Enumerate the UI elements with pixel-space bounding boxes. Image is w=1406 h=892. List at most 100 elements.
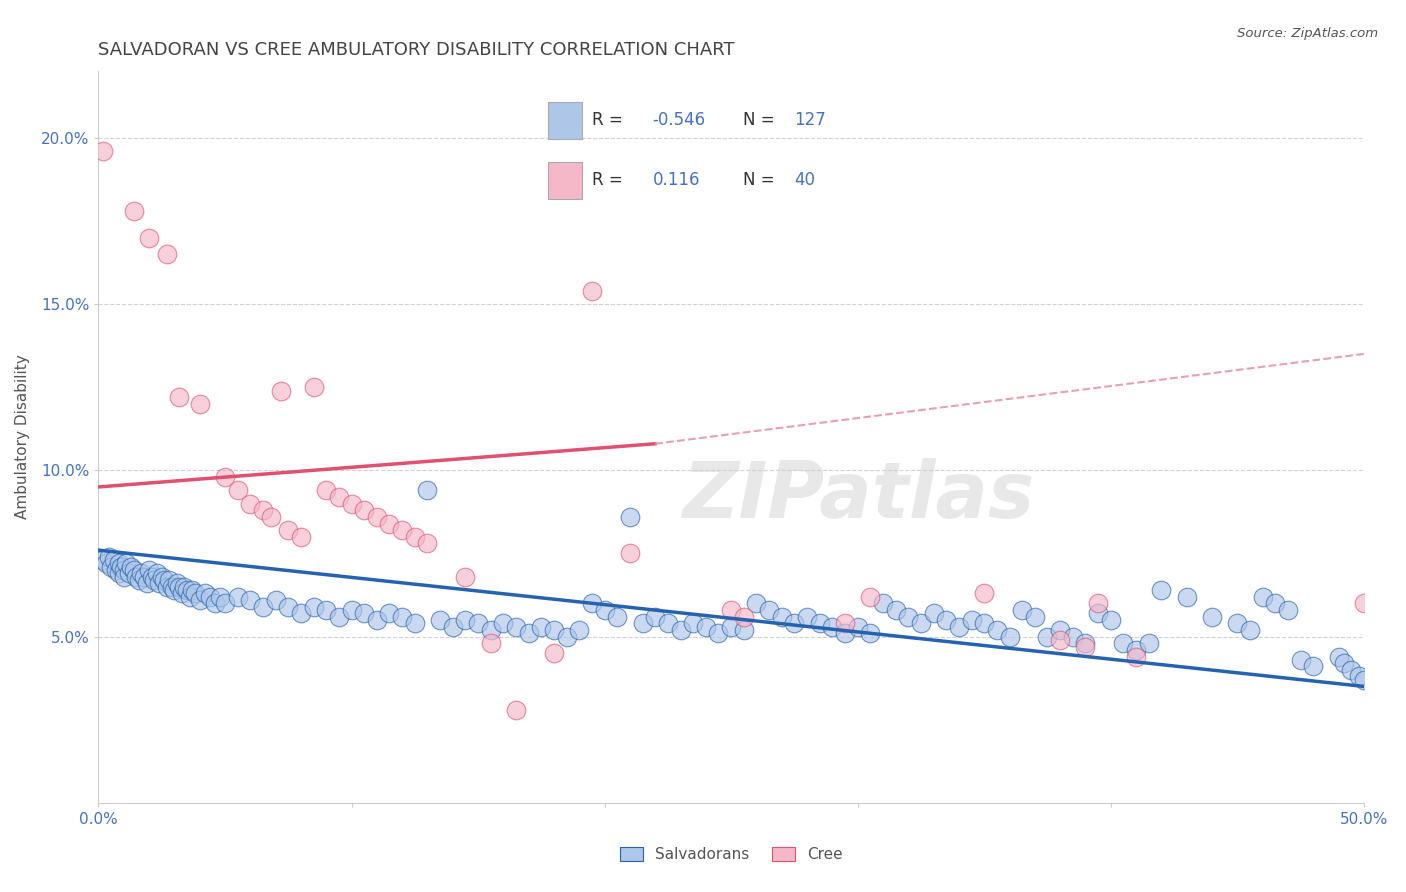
Point	[112, 563, 135, 577]
Point	[353, 503, 375, 517]
Point	[157, 573, 180, 587]
Point	[555, 630, 578, 644]
Point	[176, 582, 198, 597]
Point	[568, 623, 591, 637]
Point	[112, 570, 135, 584]
Point	[391, 609, 413, 624]
Text: Source: ZipAtlas.com: Source: ZipAtlas.com	[1237, 27, 1378, 40]
Point	[910, 616, 932, 631]
Point	[619, 546, 641, 560]
Point	[120, 559, 142, 574]
Point	[315, 603, 337, 617]
Text: R =: R =	[592, 171, 627, 189]
Text: 127: 127	[794, 112, 825, 129]
Point	[181, 582, 204, 597]
Point	[644, 609, 666, 624]
Point	[543, 646, 565, 660]
Point	[270, 384, 292, 398]
Point	[252, 599, 274, 614]
Point	[156, 247, 179, 261]
Point	[340, 497, 363, 511]
Point	[132, 570, 155, 584]
Point	[1011, 603, 1033, 617]
Point	[328, 490, 350, 504]
Point	[93, 144, 115, 158]
Text: 40: 40	[794, 171, 815, 189]
Point	[93, 553, 115, 567]
Point	[581, 284, 603, 298]
Point	[198, 590, 221, 604]
Point	[581, 596, 603, 610]
Point	[378, 607, 401, 621]
Point	[441, 619, 464, 633]
Point	[1112, 636, 1135, 650]
Point	[145, 566, 167, 581]
Point	[148, 576, 170, 591]
Point	[859, 590, 882, 604]
Point	[173, 580, 195, 594]
Point	[138, 563, 160, 577]
Point	[1125, 649, 1147, 664]
Text: 0.116: 0.116	[652, 171, 700, 189]
Point	[1353, 673, 1375, 687]
Point	[745, 596, 768, 610]
Point	[695, 619, 717, 633]
Point	[593, 603, 616, 617]
Point	[1062, 630, 1084, 644]
Point	[226, 483, 249, 498]
Point	[884, 603, 907, 617]
Point	[1137, 636, 1160, 650]
Point	[1099, 613, 1122, 627]
Point	[1074, 640, 1097, 654]
Point	[125, 570, 148, 584]
Point	[606, 609, 628, 624]
Point	[1175, 590, 1198, 604]
Text: SALVADORAN VS CREE AMBULATORY DISABILITY CORRELATION CHART: SALVADORAN VS CREE AMBULATORY DISABILITY…	[98, 41, 735, 59]
Point	[163, 582, 186, 597]
Point	[872, 596, 894, 610]
Point	[131, 566, 153, 581]
Point	[517, 626, 540, 640]
Point	[897, 609, 920, 624]
Point	[808, 616, 831, 631]
Point	[846, 619, 869, 633]
Point	[179, 590, 201, 604]
Point	[1347, 669, 1369, 683]
Point	[986, 623, 1008, 637]
Point	[1024, 609, 1046, 624]
Point	[948, 619, 970, 633]
Point	[1340, 663, 1362, 677]
Point	[505, 703, 527, 717]
Point	[170, 586, 193, 600]
Text: N =: N =	[744, 171, 780, 189]
Point	[302, 380, 325, 394]
Point	[107, 557, 129, 571]
Point	[160, 580, 183, 594]
Point	[1302, 659, 1324, 673]
Point	[277, 599, 299, 614]
Point	[366, 613, 388, 627]
Point	[103, 553, 125, 567]
Point	[1125, 643, 1147, 657]
Point	[188, 593, 211, 607]
Point	[1036, 630, 1059, 644]
Point	[328, 609, 350, 624]
Text: R =: R =	[592, 112, 627, 129]
Point	[169, 580, 191, 594]
Point	[353, 607, 375, 621]
Point	[1226, 616, 1249, 631]
Point	[1264, 596, 1286, 610]
Point	[770, 609, 793, 624]
Text: N =: N =	[744, 112, 780, 129]
Point	[315, 483, 337, 498]
Point	[290, 607, 312, 621]
Point	[416, 483, 439, 498]
Point	[682, 616, 704, 631]
Point	[973, 616, 995, 631]
Point	[1201, 609, 1223, 624]
Point	[156, 580, 179, 594]
Point	[188, 397, 211, 411]
Point	[783, 616, 806, 631]
Point	[290, 530, 312, 544]
Point	[194, 586, 217, 600]
